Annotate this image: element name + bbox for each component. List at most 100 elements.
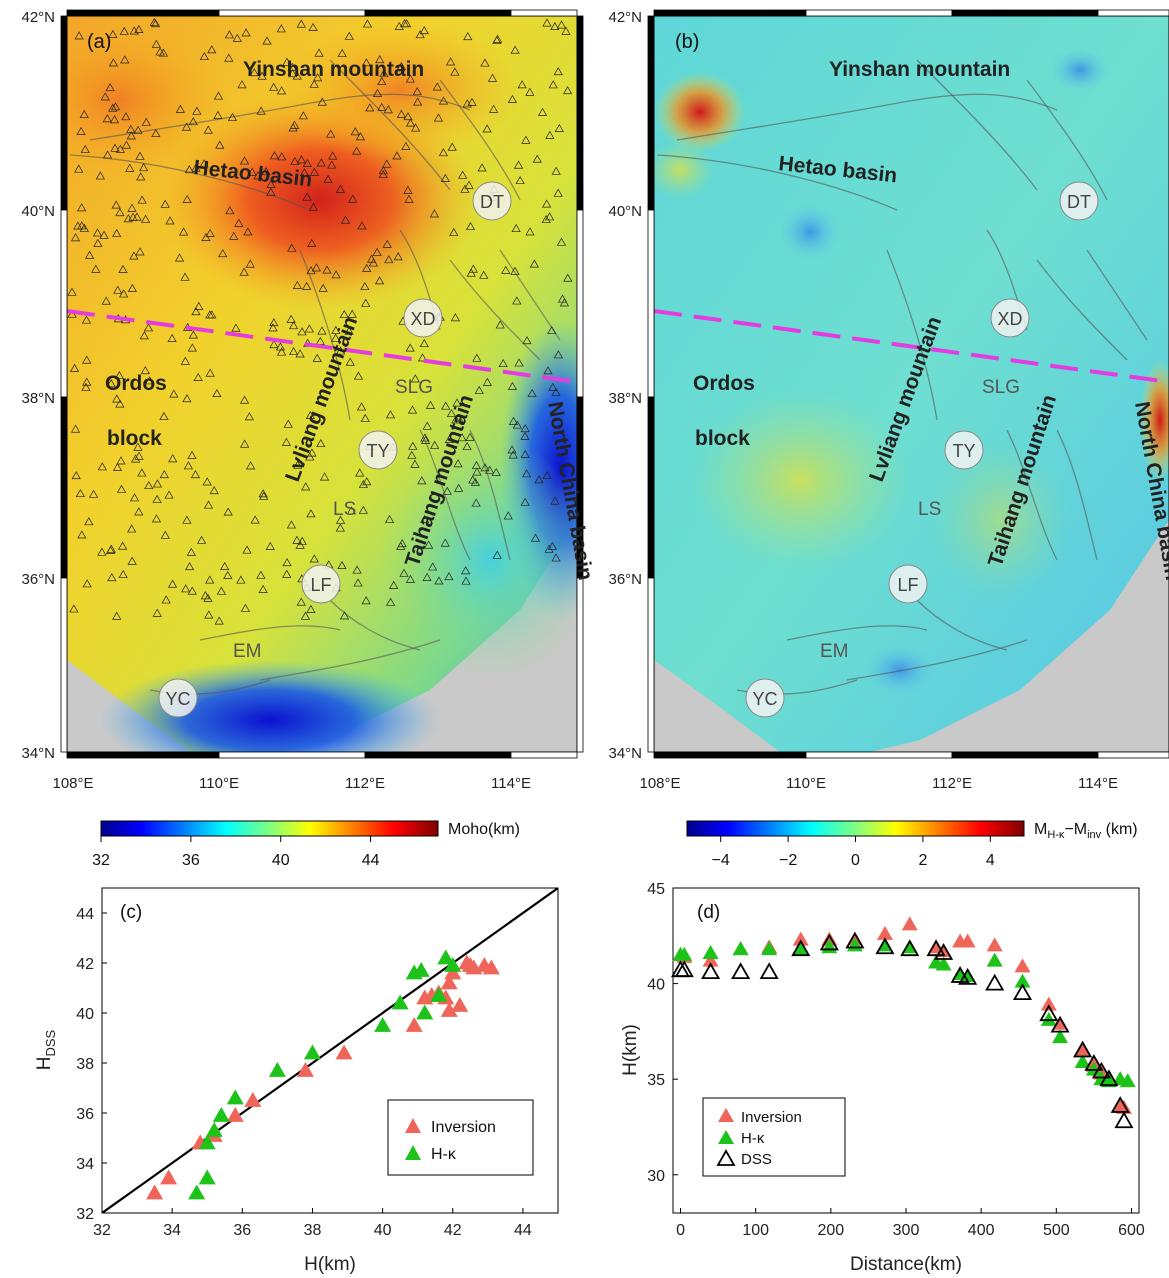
- chart-c-y-label: HDSS: [34, 1029, 58, 1070]
- station-triangle: [112, 462, 123, 471]
- map-b-anomalies: [654, 48, 1169, 695]
- station-triangle: [134, 451, 144, 460]
- station-triangle: [419, 338, 429, 348]
- station-triangle: [151, 514, 162, 523]
- station-triangle: [145, 376, 155, 385]
- map-b-ordos-label: Ordos: [693, 372, 755, 395]
- station-triangle: [88, 489, 99, 498]
- station-triangle: [396, 109, 407, 118]
- chart-c-point-hk: [430, 987, 448, 1002]
- station-triangle: [258, 489, 268, 498]
- station-triangle: [108, 29, 118, 38]
- station-triangle: [307, 238, 317, 247]
- chart-c-x-tick-label: 44: [514, 1222, 532, 1239]
- station-triangle: [244, 412, 254, 421]
- map-b-lat-tick-label: 38°N: [608, 390, 642, 407]
- chart-c-point-inversion: [444, 964, 462, 980]
- station-triangle: [326, 129, 336, 138]
- station-triangle: [420, 433, 430, 442]
- station-triangle: [452, 398, 462, 407]
- station-triangle: [159, 411, 169, 420]
- station-triangle: [127, 283, 137, 292]
- station-triangle: [331, 325, 341, 334]
- station-triangle: [314, 48, 324, 57]
- chart-d-x-tick-label: 300: [893, 1222, 920, 1239]
- map-b-frame-top-segment: [951, 9, 1099, 17]
- colorbar-a-ticks: 32 36 40 44: [92, 836, 380, 869]
- colorbar-a-tick-label: 40: [272, 852, 290, 869]
- station-triangle: [129, 26, 139, 35]
- station-triangle: [422, 421, 432, 430]
- station-triangle: [335, 515, 346, 524]
- station-triangle: [537, 107, 548, 116]
- chart-c-point-hk: [188, 1184, 206, 1200]
- station-triangle: [362, 19, 373, 28]
- map-a-station-ty: TY: [366, 441, 389, 461]
- chart-d-axes: 0 100 200 300 400 500 600 30 35 40 45: [647, 881, 1145, 1239]
- station-triangle: [451, 415, 461, 424]
- station-triangle: [95, 171, 105, 180]
- station-triangle: [412, 87, 422, 96]
- station-triangle: [507, 445, 517, 454]
- station-triangle: [317, 97, 327, 106]
- chart-c-point-hk: [444, 957, 462, 972]
- chart-c-legend-box: [387, 1099, 534, 1176]
- fault-trace: [1026, 79, 1108, 201]
- station-triangle: [550, 496, 560, 505]
- station-triangle: [246, 461, 256, 470]
- chart-d-point-dss: [1073, 1040, 1093, 1058]
- map-a-ordos-label: Ordos: [105, 372, 167, 395]
- station-triangle: [379, 69, 389, 78]
- colorbar-a: Moho(km) 32 36 40 44: [92, 820, 520, 869]
- chart-d-x-tick-label: 400: [968, 1222, 995, 1239]
- station-triangle: [311, 263, 321, 272]
- chart-d-point-dss: [1099, 1069, 1119, 1087]
- station-triangle: [306, 509, 316, 518]
- map-b-station-xd: XD: [997, 309, 1022, 329]
- chart-d-point-inversion: [901, 916, 918, 931]
- chart-c-legend-inversion-marker: [405, 1118, 421, 1133]
- station-triangle: [77, 530, 87, 539]
- station-triangle: [438, 96, 449, 105]
- station-triangle: [258, 584, 268, 593]
- fault-trace: [1056, 429, 1098, 561]
- station-triangle: [223, 570, 233, 579]
- chart-d-point-dss: [934, 943, 954, 960]
- station-triangle: [419, 26, 429, 35]
- station-triangle: [281, 437, 292, 446]
- station-triangle: [293, 460, 303, 469]
- station-triangle: [306, 604, 316, 613]
- station-triangle: [108, 103, 118, 112]
- station-triangle: [482, 124, 492, 133]
- station-triangle: [182, 394, 192, 403]
- chart-c-point-inversion: [146, 1184, 164, 1200]
- chart-c-y-tick-label: 42: [76, 956, 94, 973]
- station-triangle: [187, 450, 197, 459]
- station-triangle: [520, 497, 530, 506]
- station-triangle: [112, 228, 122, 237]
- chart-c-point-inversion: [160, 1169, 178, 1185]
- station-triangle: [74, 164, 84, 173]
- station-triangle: [495, 320, 505, 329]
- station-triangle: [507, 381, 518, 390]
- station-triangle: [422, 572, 432, 581]
- station-triangle: [361, 596, 371, 605]
- station-triangle: [534, 475, 544, 484]
- station-triangle: [548, 382, 558, 391]
- map-a-lat-tick-label: 38°N: [21, 390, 55, 407]
- station-triangle: [360, 281, 370, 291]
- station-triangle: [346, 506, 357, 515]
- chart-c-legend-hk: H-κ: [431, 1146, 457, 1163]
- map-b-frame-top-segment: [1097, 9, 1169, 17]
- station-triangle: [186, 547, 196, 556]
- station-triangle: [253, 171, 263, 180]
- station-triangle: [205, 368, 215, 377]
- chart-d-point-hk: [1085, 1061, 1102, 1076]
- chart-c-point-inversion: [244, 1092, 262, 1107]
- station-triangle: [424, 540, 434, 549]
- map-b-lon-tick-label: 110°E: [786, 775, 826, 792]
- station-triangle: [525, 87, 535, 96]
- station-triangle: [467, 97, 477, 106]
- station-triangle: [559, 298, 570, 307]
- station-triangle: [92, 228, 103, 237]
